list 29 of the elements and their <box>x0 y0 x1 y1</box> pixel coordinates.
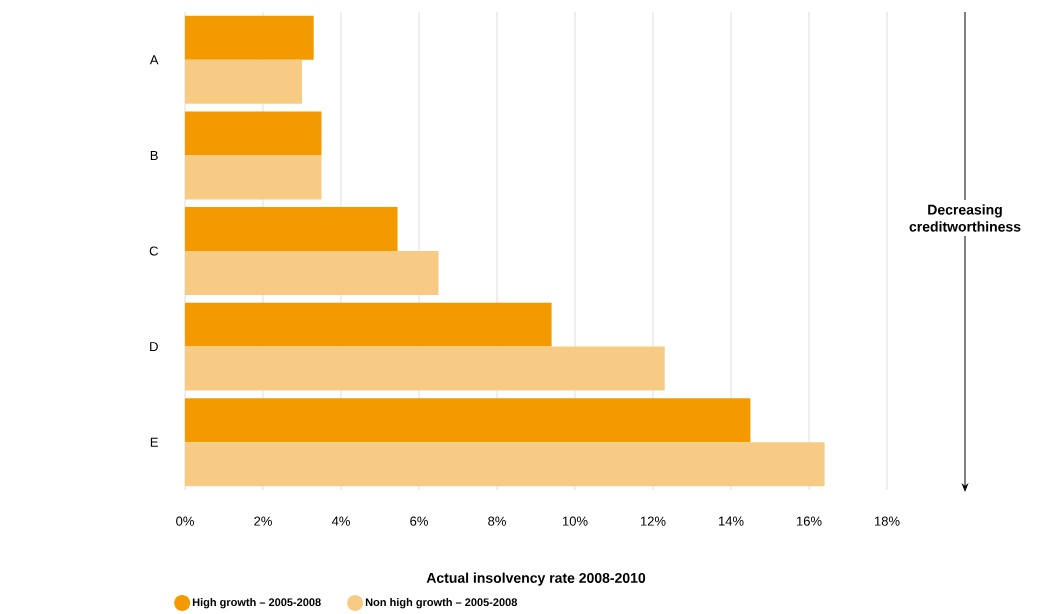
y-tick-label: D <box>150 342 158 352</box>
x-tick-label: 0% <box>176 516 194 526</box>
y-tick-label: B <box>150 150 158 160</box>
x-tick-label: 6% <box>410 516 428 526</box>
x-tick-label: 2% <box>254 516 272 526</box>
y-tick-label: C <box>149 246 158 256</box>
text: Decreasing creditworthiness <box>909 204 1021 232</box>
bar <box>185 15 314 60</box>
x-tick-label: 14% <box>718 516 744 526</box>
bar <box>185 251 439 295</box>
y-tick-label: A <box>149 55 159 65</box>
legend-label: Non high growth – 2005-2008 <box>365 598 517 609</box>
x-tick-label: 16% <box>796 516 822 526</box>
legend-label: High growth – 2005-2008 <box>192 598 321 609</box>
bar <box>185 111 322 156</box>
bar <box>185 442 825 487</box>
bar <box>185 346 665 391</box>
x-tick-label: 10% <box>562 516 588 526</box>
bar <box>185 155 322 200</box>
y-tick-label: E <box>150 437 158 447</box>
x-axis-title: Actual insolvency rate 2008-2010 <box>426 572 646 586</box>
bar <box>185 302 552 347</box>
x-tick-label: 8% <box>488 516 506 526</box>
bar <box>185 398 751 443</box>
bar <box>185 59 303 104</box>
x-tick-label: 12% <box>640 516 666 526</box>
x-tick-label: 4% <box>331 516 350 526</box>
x-tick-label: 18% <box>874 516 900 526</box>
bar <box>185 207 398 252</box>
